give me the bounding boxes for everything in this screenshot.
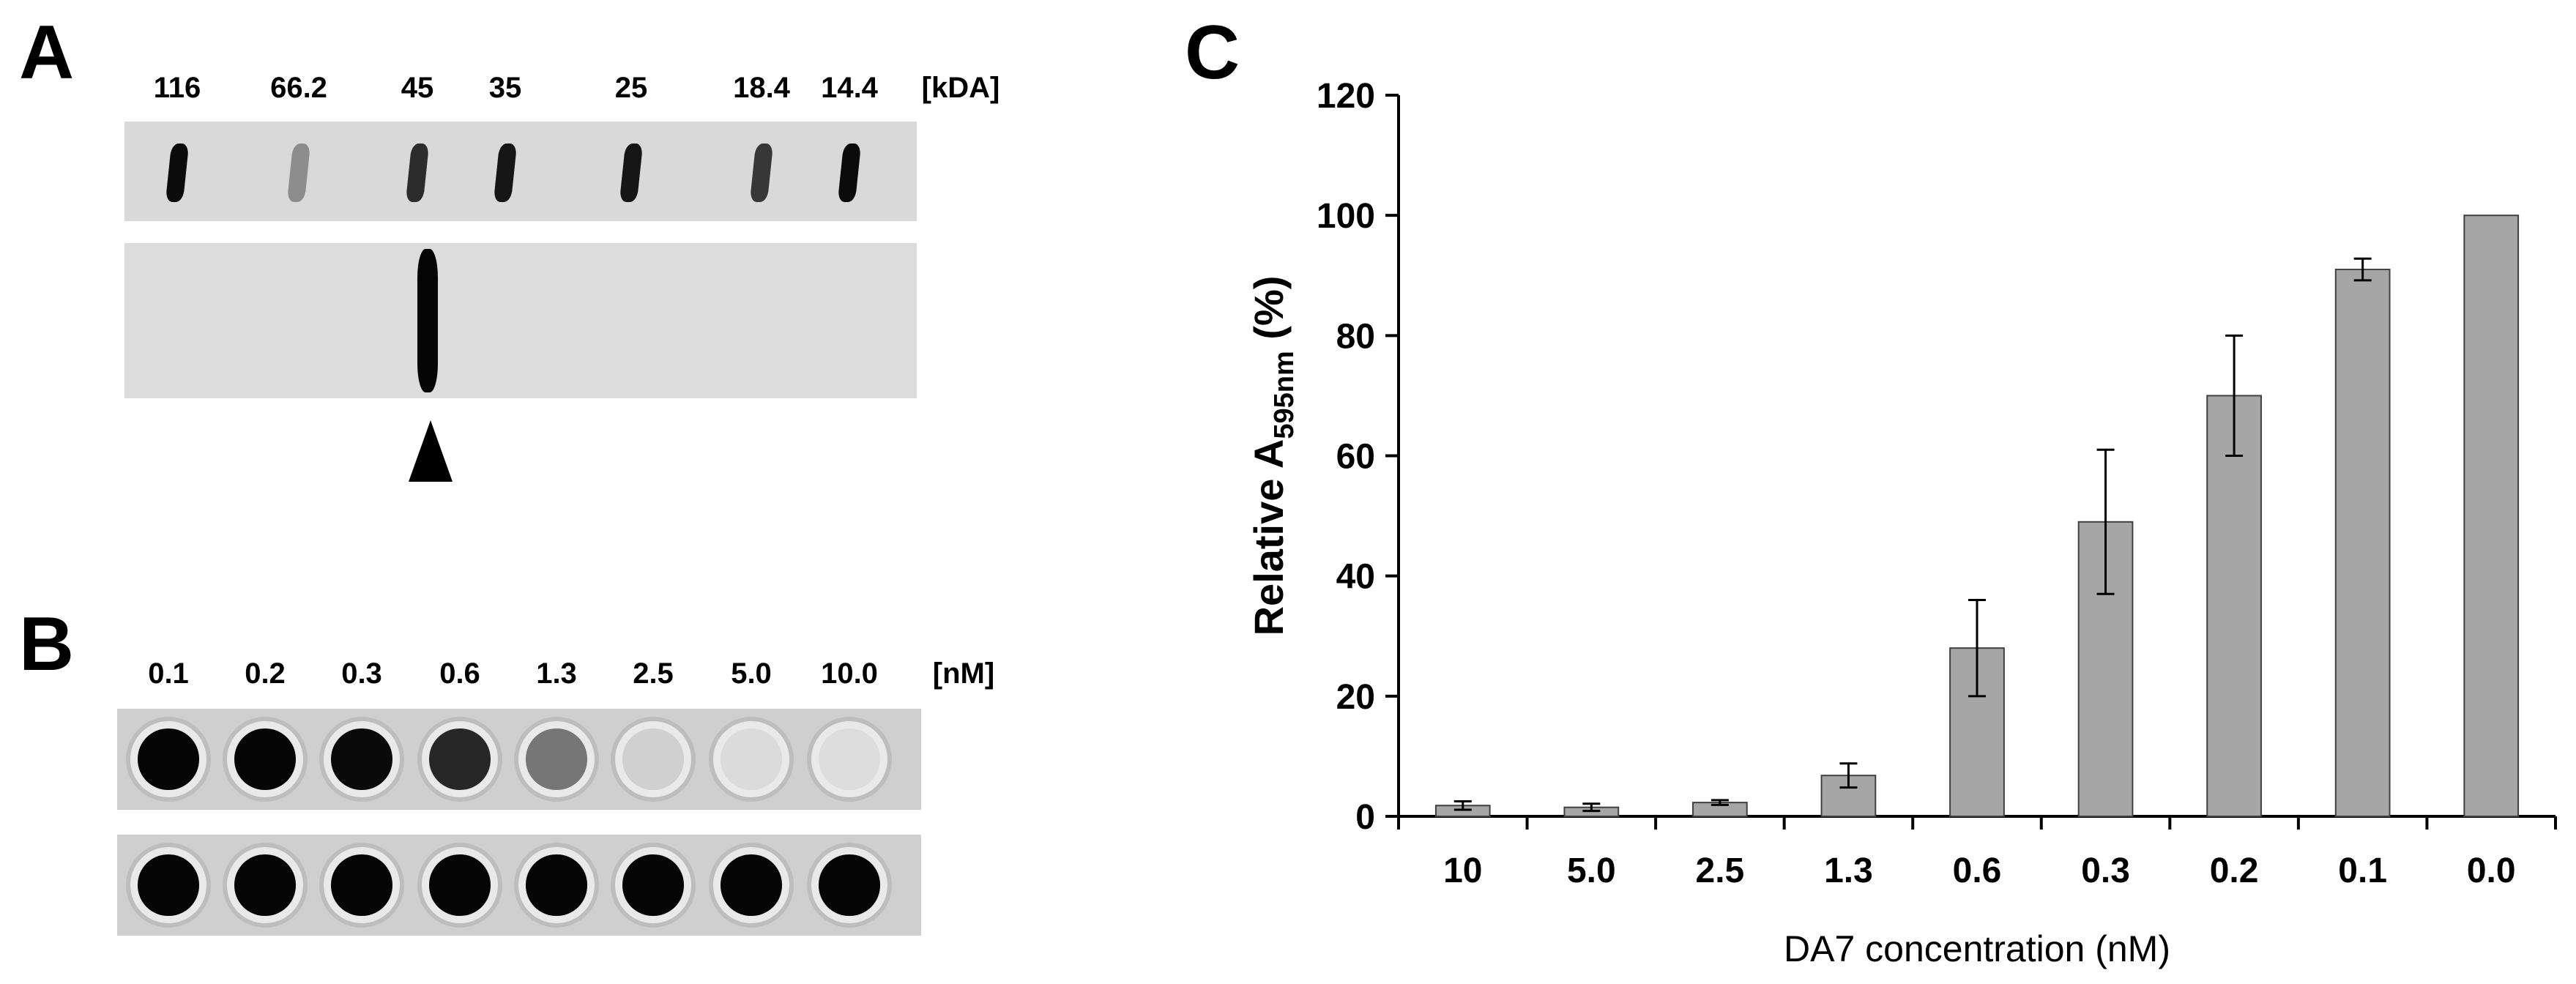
panel-a-letter: A xyxy=(19,10,75,95)
mw-unit-label: [kDA] xyxy=(921,72,1000,104)
x-tick-label: 1.3 xyxy=(1824,851,1873,890)
well-row1 xyxy=(223,717,308,802)
well-row2 xyxy=(514,843,599,928)
concentration-label: 2.5 xyxy=(633,657,674,690)
concentration-label: 1.3 xyxy=(536,657,577,690)
well-row1 xyxy=(807,717,892,802)
y-axis-label: Relative A595nm (%) xyxy=(1246,276,1300,636)
sample-band xyxy=(417,249,438,392)
bar-chart: 0 20 40 60 80 100 120 10 5.0 2.5 1.3 0.6 0.3 0.2 0.1 0.… xyxy=(1246,77,2557,969)
concentration-unit: [nM] xyxy=(932,657,995,690)
concentration-label: 0.2 xyxy=(245,657,286,690)
well-row2 xyxy=(611,843,696,928)
y-tick-label: 80 xyxy=(1336,317,1375,356)
y-tick-label: 20 xyxy=(1336,678,1375,717)
gel-marker-lane xyxy=(124,122,917,221)
y-tick-label: 100 xyxy=(1317,197,1375,236)
bar xyxy=(2463,215,2520,817)
well-row1 xyxy=(417,717,502,802)
mw-marker-label: 116 xyxy=(153,72,201,104)
x-tick-label: 0.6 xyxy=(1953,851,2002,890)
mw-marker-label: 66.2 xyxy=(270,72,327,104)
concentration-label: 0.1 xyxy=(148,657,189,690)
bar xyxy=(2334,269,2391,817)
x-tick-label: 0.3 xyxy=(2081,851,2130,890)
x-axis-label: DA7 concentration (nM) xyxy=(1784,928,2170,969)
y-tick-label: 0 xyxy=(1355,798,1375,837)
mw-marker-label: 18.4 xyxy=(733,72,790,104)
well-row2 xyxy=(807,843,892,928)
concentration-label: 5.0 xyxy=(731,657,772,690)
bar xyxy=(2206,395,2262,817)
x-tick-label: 0.1 xyxy=(2338,851,2387,890)
x-tick-label: 5.0 xyxy=(1567,851,1616,890)
x-tick-label: 0.2 xyxy=(2210,851,2259,890)
concentration-label: 10.0 xyxy=(821,657,878,690)
well-row2 xyxy=(417,843,502,928)
mw-marker-label: 35 xyxy=(488,72,522,104)
mw-marker-label: 45 xyxy=(401,72,434,104)
concentration-label: 0.6 xyxy=(439,657,480,690)
well-row2 xyxy=(223,843,308,928)
well-row1 xyxy=(709,717,794,802)
mw-marker-label: 14.4 xyxy=(821,72,878,104)
y-tick-label: 60 xyxy=(1336,438,1375,477)
gel-sample-lane xyxy=(124,243,917,398)
mw-marker-label: 25 xyxy=(614,72,648,104)
y-tick-label: 40 xyxy=(1336,558,1375,597)
well-row2 xyxy=(709,843,794,928)
x-tick-label: 0.0 xyxy=(2467,851,2516,890)
x-tick-label: 2.5 xyxy=(1696,851,1745,890)
x-tick-label: 10 xyxy=(1443,851,1482,890)
well-row1 xyxy=(611,717,696,802)
well-row1 xyxy=(126,717,211,802)
well-row1 xyxy=(514,717,599,802)
panel-c-letter: C xyxy=(1185,10,1240,95)
y-tick-label: 120 xyxy=(1317,77,1375,116)
well-row1 xyxy=(319,717,404,802)
panel-b-letter: B xyxy=(19,602,75,687)
well-row2 xyxy=(319,843,404,928)
well-row2 xyxy=(126,843,211,928)
arrowhead-marker xyxy=(409,420,453,482)
concentration-label: 0.3 xyxy=(341,657,382,690)
